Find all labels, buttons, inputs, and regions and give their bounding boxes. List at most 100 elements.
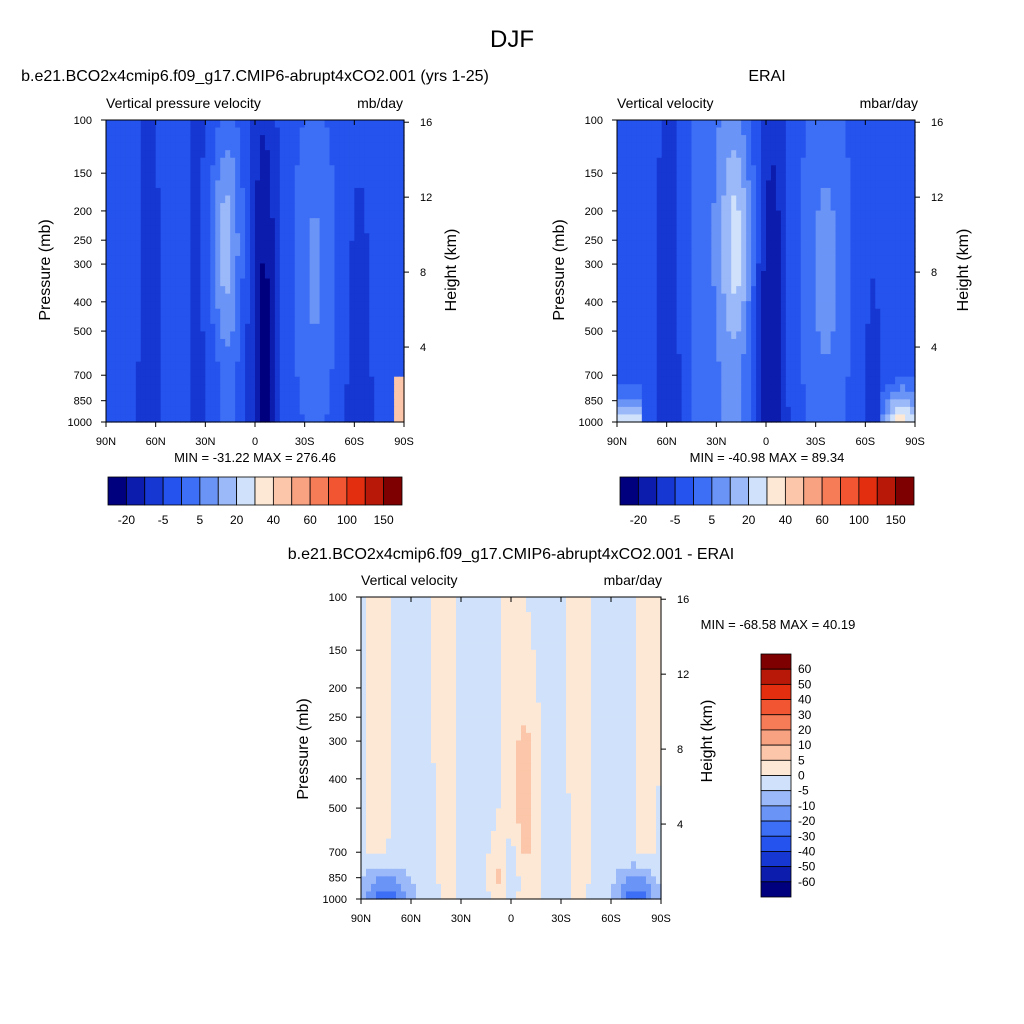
- heatmap-cell: [205, 278, 211, 287]
- heatmap-cell: [130, 120, 137, 129]
- heatmap-cell: [741, 233, 747, 242]
- heatmap-cell: [401, 597, 407, 606]
- heatmap-cell: [379, 399, 385, 408]
- colorbar-swatch: [858, 476, 878, 506]
- heatmap-cell: [274, 255, 281, 265]
- heatmap-cell: [636, 120, 643, 129]
- heatmap-cell: [656, 331, 663, 340]
- heatmap-cell: [626, 225, 633, 234]
- heatmap-cell: [374, 248, 380, 257]
- heatmap-cell: [309, 263, 316, 272]
- heatmap-cell: [304, 180, 311, 189]
- heatmap-cell: [344, 187, 350, 197]
- heatmap-cell: [686, 187, 693, 197]
- heatmap-cell: [731, 187, 737, 197]
- y-tick-label: 250: [585, 235, 603, 247]
- heatmap-cell: [875, 399, 881, 408]
- heatmap-cell: [820, 346, 827, 355]
- heatmap-cell: [160, 210, 167, 219]
- heatmap-cell: [795, 406, 802, 416]
- heatmap-cell: [294, 127, 301, 136]
- heatmap-cell: [646, 165, 653, 174]
- heatmap-cell: [324, 127, 331, 136]
- heatmap-cell: [269, 195, 276, 204]
- heatmap-cell: [314, 316, 321, 325]
- heatmap-cell: [200, 127, 206, 136]
- heatmap-cell: [815, 293, 822, 302]
- heatmap-cell: [800, 120, 807, 129]
- heatmap-cell: [676, 180, 683, 189]
- heatmap-cell: [840, 233, 847, 242]
- heatmap-cell: [299, 180, 306, 189]
- heatmap-cell: [865, 406, 871, 416]
- heatmap-cell: [245, 286, 251, 295]
- heatmap-cell: [646, 293, 653, 302]
- heatmap-cell: [890, 120, 896, 129]
- heatmap-cell: [746, 255, 752, 265]
- heatmap-cell: [289, 218, 296, 227]
- heatmap-cell: [394, 263, 400, 272]
- heatmap-cell: [900, 127, 906, 136]
- heatmap-cell: [155, 180, 162, 189]
- heatmap-cell: [775, 346, 782, 355]
- heatmap-cell: [790, 346, 797, 355]
- heatmap-cell: [775, 384, 782, 393]
- heatmap-cell: [716, 150, 722, 159]
- heatmap-cell: [394, 354, 400, 363]
- heatmap-cell: [205, 218, 211, 227]
- heatmap-cell: [815, 142, 822, 151]
- heatmap-cell: [775, 354, 782, 363]
- heatmap-cell: [905, 308, 911, 317]
- heatmap-cell: [374, 187, 380, 197]
- heatmap-cell: [840, 210, 847, 219]
- heatmap-cell: [885, 293, 891, 302]
- heatmap-cell: [120, 338, 127, 348]
- heatmap-cell: [304, 127, 311, 136]
- heatmap-cell: [309, 233, 316, 242]
- heatmap-cell: [354, 369, 360, 378]
- heatmap-cell: [354, 391, 360, 400]
- heatmap-cell: [780, 150, 787, 159]
- heatmap-cell: [780, 316, 787, 325]
- heatmap-cell: [880, 331, 886, 340]
- heatmap-cell: [319, 338, 326, 348]
- heatmap-cell: [180, 354, 187, 363]
- heatmap-cell: [751, 406, 757, 416]
- heatmap-cell: [125, 135, 132, 144]
- heatmap-cell: [895, 142, 901, 151]
- heatmap-cell: [304, 203, 311, 212]
- heatmap-cell: [676, 278, 683, 287]
- heatmap-cell: [145, 172, 152, 181]
- heatmap-cell: [230, 354, 236, 363]
- heatmap-cell: [175, 142, 182, 151]
- heatmap-cell: [264, 120, 271, 129]
- heatmap-cell: [696, 233, 703, 242]
- heatmap-cell: [110, 384, 117, 393]
- heatmap-cell: [701, 323, 707, 332]
- heatmap-cell: [304, 120, 311, 129]
- heatmap-cell: [701, 278, 707, 287]
- heatmap-cell: [250, 187, 256, 197]
- heatmap-cell: [726, 293, 732, 302]
- heatmap-cell: [379, 338, 385, 348]
- heatmap-cell: [389, 399, 395, 408]
- heatmap-cell: [815, 391, 822, 400]
- heatmap-cell: [399, 248, 405, 257]
- heatmap-cell: [220, 233, 226, 242]
- heatmap-cell: [130, 286, 137, 295]
- heatmap-cell: [215, 376, 221, 385]
- heatmap-cell: [626, 376, 633, 385]
- heatmap-cell: [369, 165, 375, 174]
- heatmap-cell: [150, 150, 157, 159]
- heatmap-cell: [671, 255, 678, 265]
- heatmap-cell: [195, 127, 201, 136]
- heatmap-cell: [279, 308, 286, 317]
- heatmap-cell: [140, 165, 147, 174]
- heatmap-cell: [349, 361, 355, 370]
- heatmap-cell: [860, 180, 866, 189]
- heatmap-cell: [775, 195, 782, 204]
- heatmap-cell: [130, 180, 137, 189]
- heatmap-cell: [691, 278, 698, 287]
- heatmap-cell: [294, 278, 301, 287]
- heatmap-cell: [790, 157, 797, 166]
